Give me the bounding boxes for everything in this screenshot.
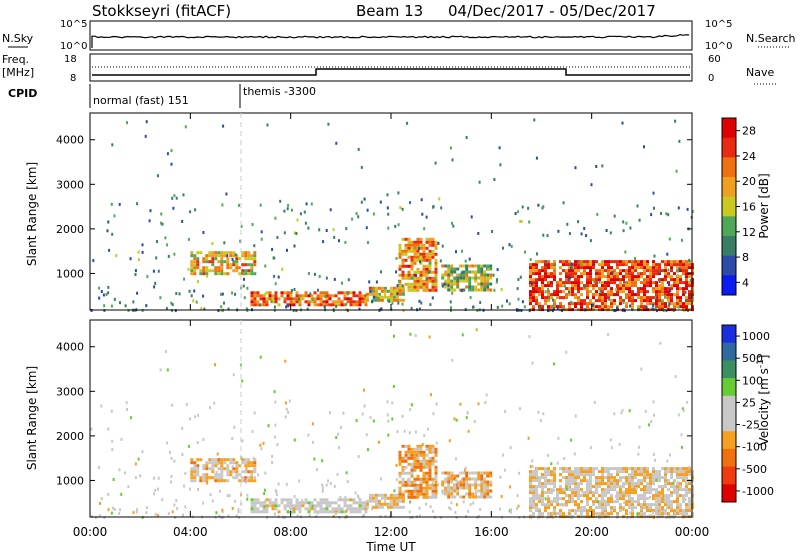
colorbar-tick-label: -1000 <box>742 485 774 498</box>
colorbar-swatch <box>722 378 736 397</box>
freq-left-tick-bottom: 8 <box>70 73 76 84</box>
station-title: Stokkseyri (fitACF) <box>92 2 231 20</box>
vel-echo-region <box>441 471 493 499</box>
colorbar-tick-label: 100 <box>742 374 763 387</box>
colorbar-swatch <box>722 325 736 344</box>
noise-left-tick-bottom: 10^0 <box>60 41 87 52</box>
power-echo-region <box>398 237 438 292</box>
colorbar-swatch <box>722 157 736 178</box>
cpid-label: CPID <box>8 87 37 100</box>
power-echo-region <box>190 251 257 276</box>
noise-left-tick-top: 10^5 <box>60 19 87 30</box>
power-colorbar-label: Power [dB] <box>757 173 771 238</box>
colorbar-swatch <box>722 196 736 217</box>
colorbar-swatch <box>722 413 736 432</box>
power-echo-region <box>529 260 694 312</box>
colorbar-tick-label: 1000 <box>742 330 770 343</box>
time-x-axis: 00:00 04:00 08:00 12:00 16:00 20:00 00:00 <box>73 113 710 539</box>
velocity-panel-frame <box>89 319 693 518</box>
x-tick-label: 00:00 <box>675 525 710 539</box>
power-heatmap-data <box>90 118 694 313</box>
y-tick-label: 2000 <box>56 430 84 443</box>
power-y-axis: 1000 2000 3000 4000 <box>56 134 692 280</box>
freq-panel-frame <box>89 53 693 82</box>
colorbar-swatch <box>722 431 736 450</box>
x-tick-label: 08:00 <box>273 525 308 539</box>
colorbar-swatch <box>722 275 736 296</box>
noise-sky-trace <box>91 34 690 48</box>
y-tick-label: 4000 <box>56 341 84 354</box>
velocity-heatmap-data <box>90 328 694 520</box>
y-tick-label: 4000 <box>56 134 84 147</box>
colorbar-tick-label: 4 <box>742 276 749 289</box>
velocity-colorbar: 1000 500 100 25 -25 -100 -500 -1000 <box>721 324 774 503</box>
y-tick-label: 2000 <box>56 223 84 236</box>
colorbar-swatch <box>722 448 736 468</box>
y-tick-label: 3000 <box>56 178 84 191</box>
x-tick-label: 12:00 <box>374 525 409 539</box>
colorbar-tick-label: 12 <box>742 226 756 239</box>
colorbar-swatch <box>722 236 736 257</box>
colorbar-swatch <box>722 484 736 503</box>
freq-right-tick-top: 60 <box>708 54 721 65</box>
freq-left-units: [MHz] <box>2 66 34 79</box>
vel-echo-region <box>529 467 694 519</box>
noise-left-label: N.Sky <box>2 32 34 45</box>
cpid-mode-2: themis -3300 <box>243 85 316 98</box>
power-echo-region <box>441 264 493 292</box>
freq-right-tick-bottom: 0 <box>708 73 714 84</box>
noise-right-tick-top: 10^5 <box>705 19 732 30</box>
colorbar-tick-label: 16 <box>742 201 756 214</box>
colorbar-tick-label: 25 <box>742 396 756 409</box>
colorbar-swatch <box>722 360 736 379</box>
nave-label: Nave <box>746 66 774 79</box>
power-scatter <box>90 118 694 313</box>
colorbar-swatch <box>722 466 736 485</box>
colorbar-tick-label: 28 <box>742 125 756 138</box>
power-y-axis-label: Slant Range [km] <box>25 162 39 266</box>
colorbar-tick-label: -100 <box>742 441 767 454</box>
power-colorbar: 28 24 20 16 12 8 4 <box>721 117 756 296</box>
y-tick-label: 1000 <box>56 267 84 280</box>
noise-right-label: N.Search <box>746 32 796 45</box>
y-tick-label: 1000 <box>56 474 84 487</box>
colorbar-swatch <box>722 395 736 414</box>
freq-left-label: Freq. <box>2 53 29 66</box>
colorbar-tick-label: -25 <box>742 419 760 432</box>
cpid-mode-1: normal (fast) 151 <box>93 94 189 107</box>
velocity-y-axis: 1000 2000 3000 4000 <box>56 341 692 487</box>
freq-left-tick-top: 18 <box>64 54 77 65</box>
colorbar-swatch <box>722 137 736 158</box>
colorbar-swatch <box>722 342 736 361</box>
power-echo-region <box>250 291 368 307</box>
colorbar-tick-label: -500 <box>742 463 767 476</box>
nave-trace <box>92 68 690 76</box>
x-tick-label: 20:00 <box>574 525 609 539</box>
colorbar-tick-label: 20 <box>742 175 756 188</box>
colorbar-swatch <box>722 118 736 139</box>
velocity-colorbar-label: Velocity [m s-1] <box>756 355 771 446</box>
power-panel-frame <box>89 112 693 311</box>
y-tick-label: 3000 <box>56 385 84 398</box>
colorbar-tick-label: 24 <box>742 150 756 163</box>
x-tick-label: 16:00 <box>474 525 509 539</box>
colorbar-swatch <box>722 216 736 237</box>
colorbar-tick-label: 8 <box>742 251 749 264</box>
colorbar-swatch <box>722 255 736 276</box>
velocity-y-axis-label: Slant Range [km] <box>25 366 39 470</box>
vel-echo-region <box>250 498 368 514</box>
noise-right-tick-bottom: 10^0 <box>705 41 732 52</box>
x-axis-label: Time UT <box>365 540 416 554</box>
x-tick-label: 04:00 <box>173 525 208 539</box>
date-range: 04/Dec/2017 - 05/Dec/2017 <box>448 2 656 20</box>
colorbar-swatch <box>722 177 736 198</box>
vel-echo-region <box>398 444 438 499</box>
noise-panel-frame <box>89 20 693 51</box>
colorbar-tick-label: 500 <box>742 352 763 365</box>
beam-label: Beam 13 <box>356 2 423 20</box>
x-tick-label: 00:00 <box>73 525 108 539</box>
